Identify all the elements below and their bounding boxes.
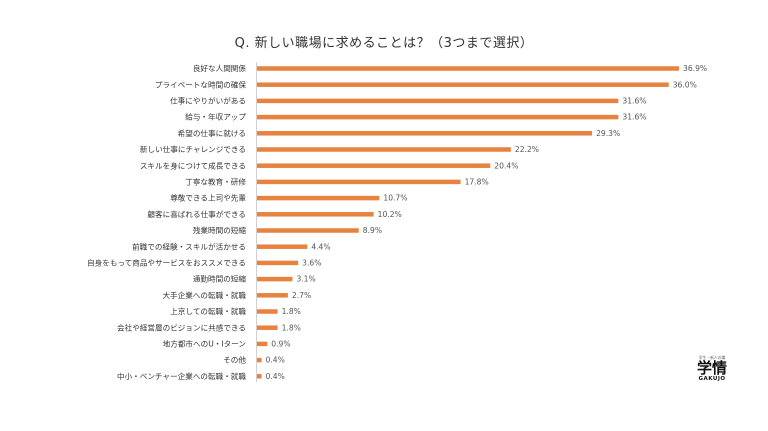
category-label: 給与・年収アップ xyxy=(185,112,246,122)
value-label: 31.6% xyxy=(622,97,646,106)
bar xyxy=(257,276,293,282)
bar xyxy=(257,325,278,330)
value-label: 3.6% xyxy=(302,259,321,268)
category-label: 顧客に喜ばれる仕事ができる xyxy=(147,209,246,219)
bar xyxy=(257,147,511,152)
category-label: 上京しての転職・就職 xyxy=(170,306,246,316)
bar xyxy=(257,163,491,168)
chart-title: Q. 新しい職場に求めることは？（3つまで選択） xyxy=(234,36,534,51)
value-label: 10.2% xyxy=(378,210,402,219)
category-label: 中小・ベンチャー企業への転職・就職 xyxy=(117,371,246,381)
value-label: 0.4% xyxy=(266,356,285,365)
bar xyxy=(257,309,278,314)
value-label: 2.7% xyxy=(292,291,311,300)
bar xyxy=(257,179,461,185)
value-label: 1.8% xyxy=(282,323,301,332)
category-label: 尊敬できる上司や先輩 xyxy=(170,193,246,203)
category-label: 仕事にやりがいがある xyxy=(170,96,246,106)
bar xyxy=(257,195,380,201)
category-label: 希望の仕事に就ける xyxy=(178,128,246,138)
bar xyxy=(257,114,619,120)
value-label: 4.4% xyxy=(311,242,330,251)
value-label: 10.7% xyxy=(383,194,407,203)
category-label: 会社や経営層のビジョンに共感できる xyxy=(117,322,246,332)
category-label: その他 xyxy=(223,355,246,365)
logo-tagline: 学生・新人の職 xyxy=(698,355,726,360)
category-label: プライベートな時間の確保 xyxy=(155,79,247,89)
bar xyxy=(257,66,679,71)
bar xyxy=(257,131,593,136)
logo-mark: 学情 xyxy=(696,359,727,377)
category-label: 自身をもって商品やサービスをおススメできる xyxy=(87,258,246,268)
value-label: 36.9% xyxy=(683,64,707,73)
value-label: 22.2% xyxy=(515,145,539,154)
value-label: 31.6% xyxy=(622,113,646,122)
category-label: 前職での経験・スキルが活かせる xyxy=(132,241,246,251)
bar xyxy=(257,98,619,104)
bar xyxy=(257,82,669,87)
category-label: 大手企業への転職・就職 xyxy=(162,290,246,300)
category-label: 良好な人間関係 xyxy=(193,63,247,73)
value-label: 1.8% xyxy=(282,307,301,316)
value-label: 0.4% xyxy=(266,372,285,381)
value-label: 3.1% xyxy=(296,275,315,284)
bar xyxy=(257,212,374,217)
value-label: 20.4% xyxy=(494,161,518,170)
category-label: 残業時間の短縮 xyxy=(193,225,247,235)
value-label: 36.0% xyxy=(673,80,697,89)
value-label: 8.9% xyxy=(363,226,382,235)
category-label: 通勤時間の短縮 xyxy=(193,274,247,284)
bar xyxy=(257,293,288,298)
value-label: 17.8% xyxy=(465,178,489,187)
bar xyxy=(257,260,299,266)
bar xyxy=(257,228,359,233)
value-label: 0.9% xyxy=(271,340,290,349)
category-label: スキルを身につけて成長できる xyxy=(140,160,246,170)
gakujo-logo: 学生・新人の職 学情 GAKUJO xyxy=(690,356,734,396)
value-label: 29.3% xyxy=(596,129,620,138)
bar xyxy=(257,341,268,347)
category-label: 新しい仕事にチャレンジできる xyxy=(140,144,246,154)
category-label: 丁寧な教育・研修 xyxy=(185,177,246,187)
category-label: 地方都市へのU・Iターン xyxy=(163,339,246,349)
bar xyxy=(257,374,262,379)
bar xyxy=(257,244,308,249)
logo-subtext: GAKUJO xyxy=(698,376,726,382)
bar xyxy=(257,357,262,363)
